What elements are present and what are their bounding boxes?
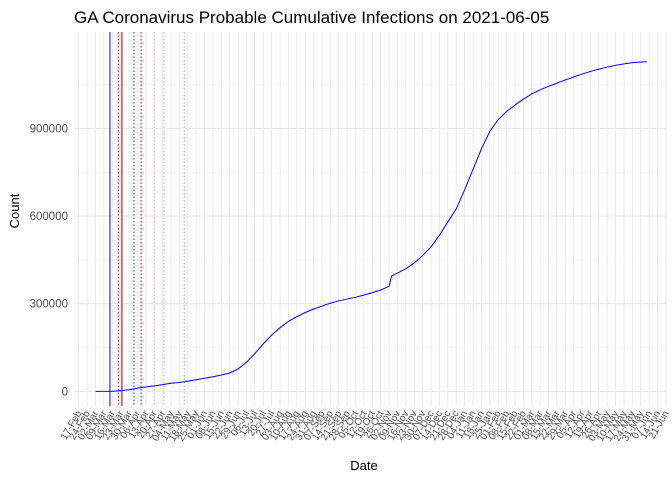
- grid-minor-x: [73, 32, 666, 406]
- series-lines: [95, 61, 647, 392]
- y-tick-label: 900000: [30, 123, 68, 135]
- y-tick-label: 0: [62, 386, 68, 398]
- chart-title: GA Coronavirus Probable Cumulative Infec…: [74, 8, 549, 27]
- y-tick-labels: 0 300000 600000 900000: [30, 123, 68, 398]
- y-tick-label: 600000: [30, 211, 68, 223]
- y-axis-title: Count: [7, 193, 22, 228]
- y-tick-label: 300000: [30, 299, 68, 311]
- series-line: [95, 61, 647, 392]
- grid-minor-y: [74, 84, 666, 348]
- x-tick-labels: 17-Feb24-Feb02-Mar09-Mar16-Mar23-Mar30-M…: [59, 408, 672, 443]
- grid-major-x: [78, 32, 667, 406]
- grid-major-y: [74, 127, 666, 392]
- x-axis-title: Date: [350, 458, 377, 473]
- reference-lines: [109, 32, 185, 406]
